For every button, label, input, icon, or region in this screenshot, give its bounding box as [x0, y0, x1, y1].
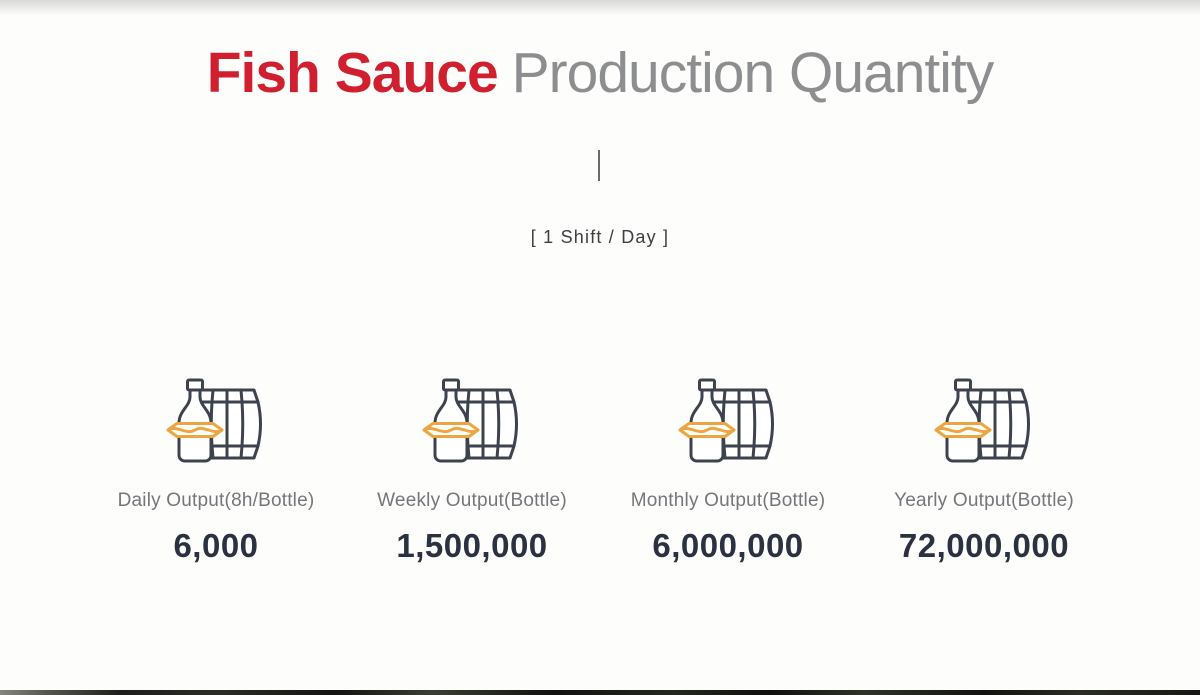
bottle-and-barrel-icon [932, 376, 1036, 466]
bottom-photo-edge [0, 690, 1200, 695]
page-title: Fish Sauce Production Quantity [0, 41, 1200, 105]
title-highlight: Fish Sauce [206, 41, 499, 105]
stats-row: Daily Output(8h/Bottle) 6,000 Weekly Out… [88, 376, 1112, 565]
stat-value: 6,000,000 [652, 527, 804, 564]
bottle-and-barrel-icon [164, 376, 268, 466]
stat-label: Monthly Output(Bottle) [630, 490, 826, 511]
shift-per-day-label: [ 1 Shift / Day ] [530, 227, 670, 247]
stat-label: Yearly Output(Bottle) [894, 490, 1074, 511]
stat-column-daily: Daily Output(8h/Bottle) 6,000 [88, 376, 344, 565]
bottle-and-barrel-icon [676, 376, 780, 466]
stat-column-weekly: Weekly Output(Bottle) 1,500,000 [344, 376, 600, 565]
top-edge-shadow [0, 0, 1200, 15]
bottle-and-barrel-icon [420, 376, 524, 466]
stat-label: Daily Output(8h/Bottle) [117, 490, 315, 511]
stat-column-yearly: Yearly Output(Bottle) 72,000,000 [856, 376, 1112, 565]
stat-column-monthly: Monthly Output(Bottle) 6,000,000 [600, 376, 856, 565]
title-rest: Production Quantity [511, 41, 995, 105]
stat-label: Weekly Output(Bottle) [377, 490, 567, 511]
stat-value: 72,000,000 [898, 527, 1070, 564]
stat-value: 1,500,000 [396, 527, 548, 564]
vertical-divider [598, 150, 600, 181]
stat-value: 6,000 [173, 527, 259, 564]
